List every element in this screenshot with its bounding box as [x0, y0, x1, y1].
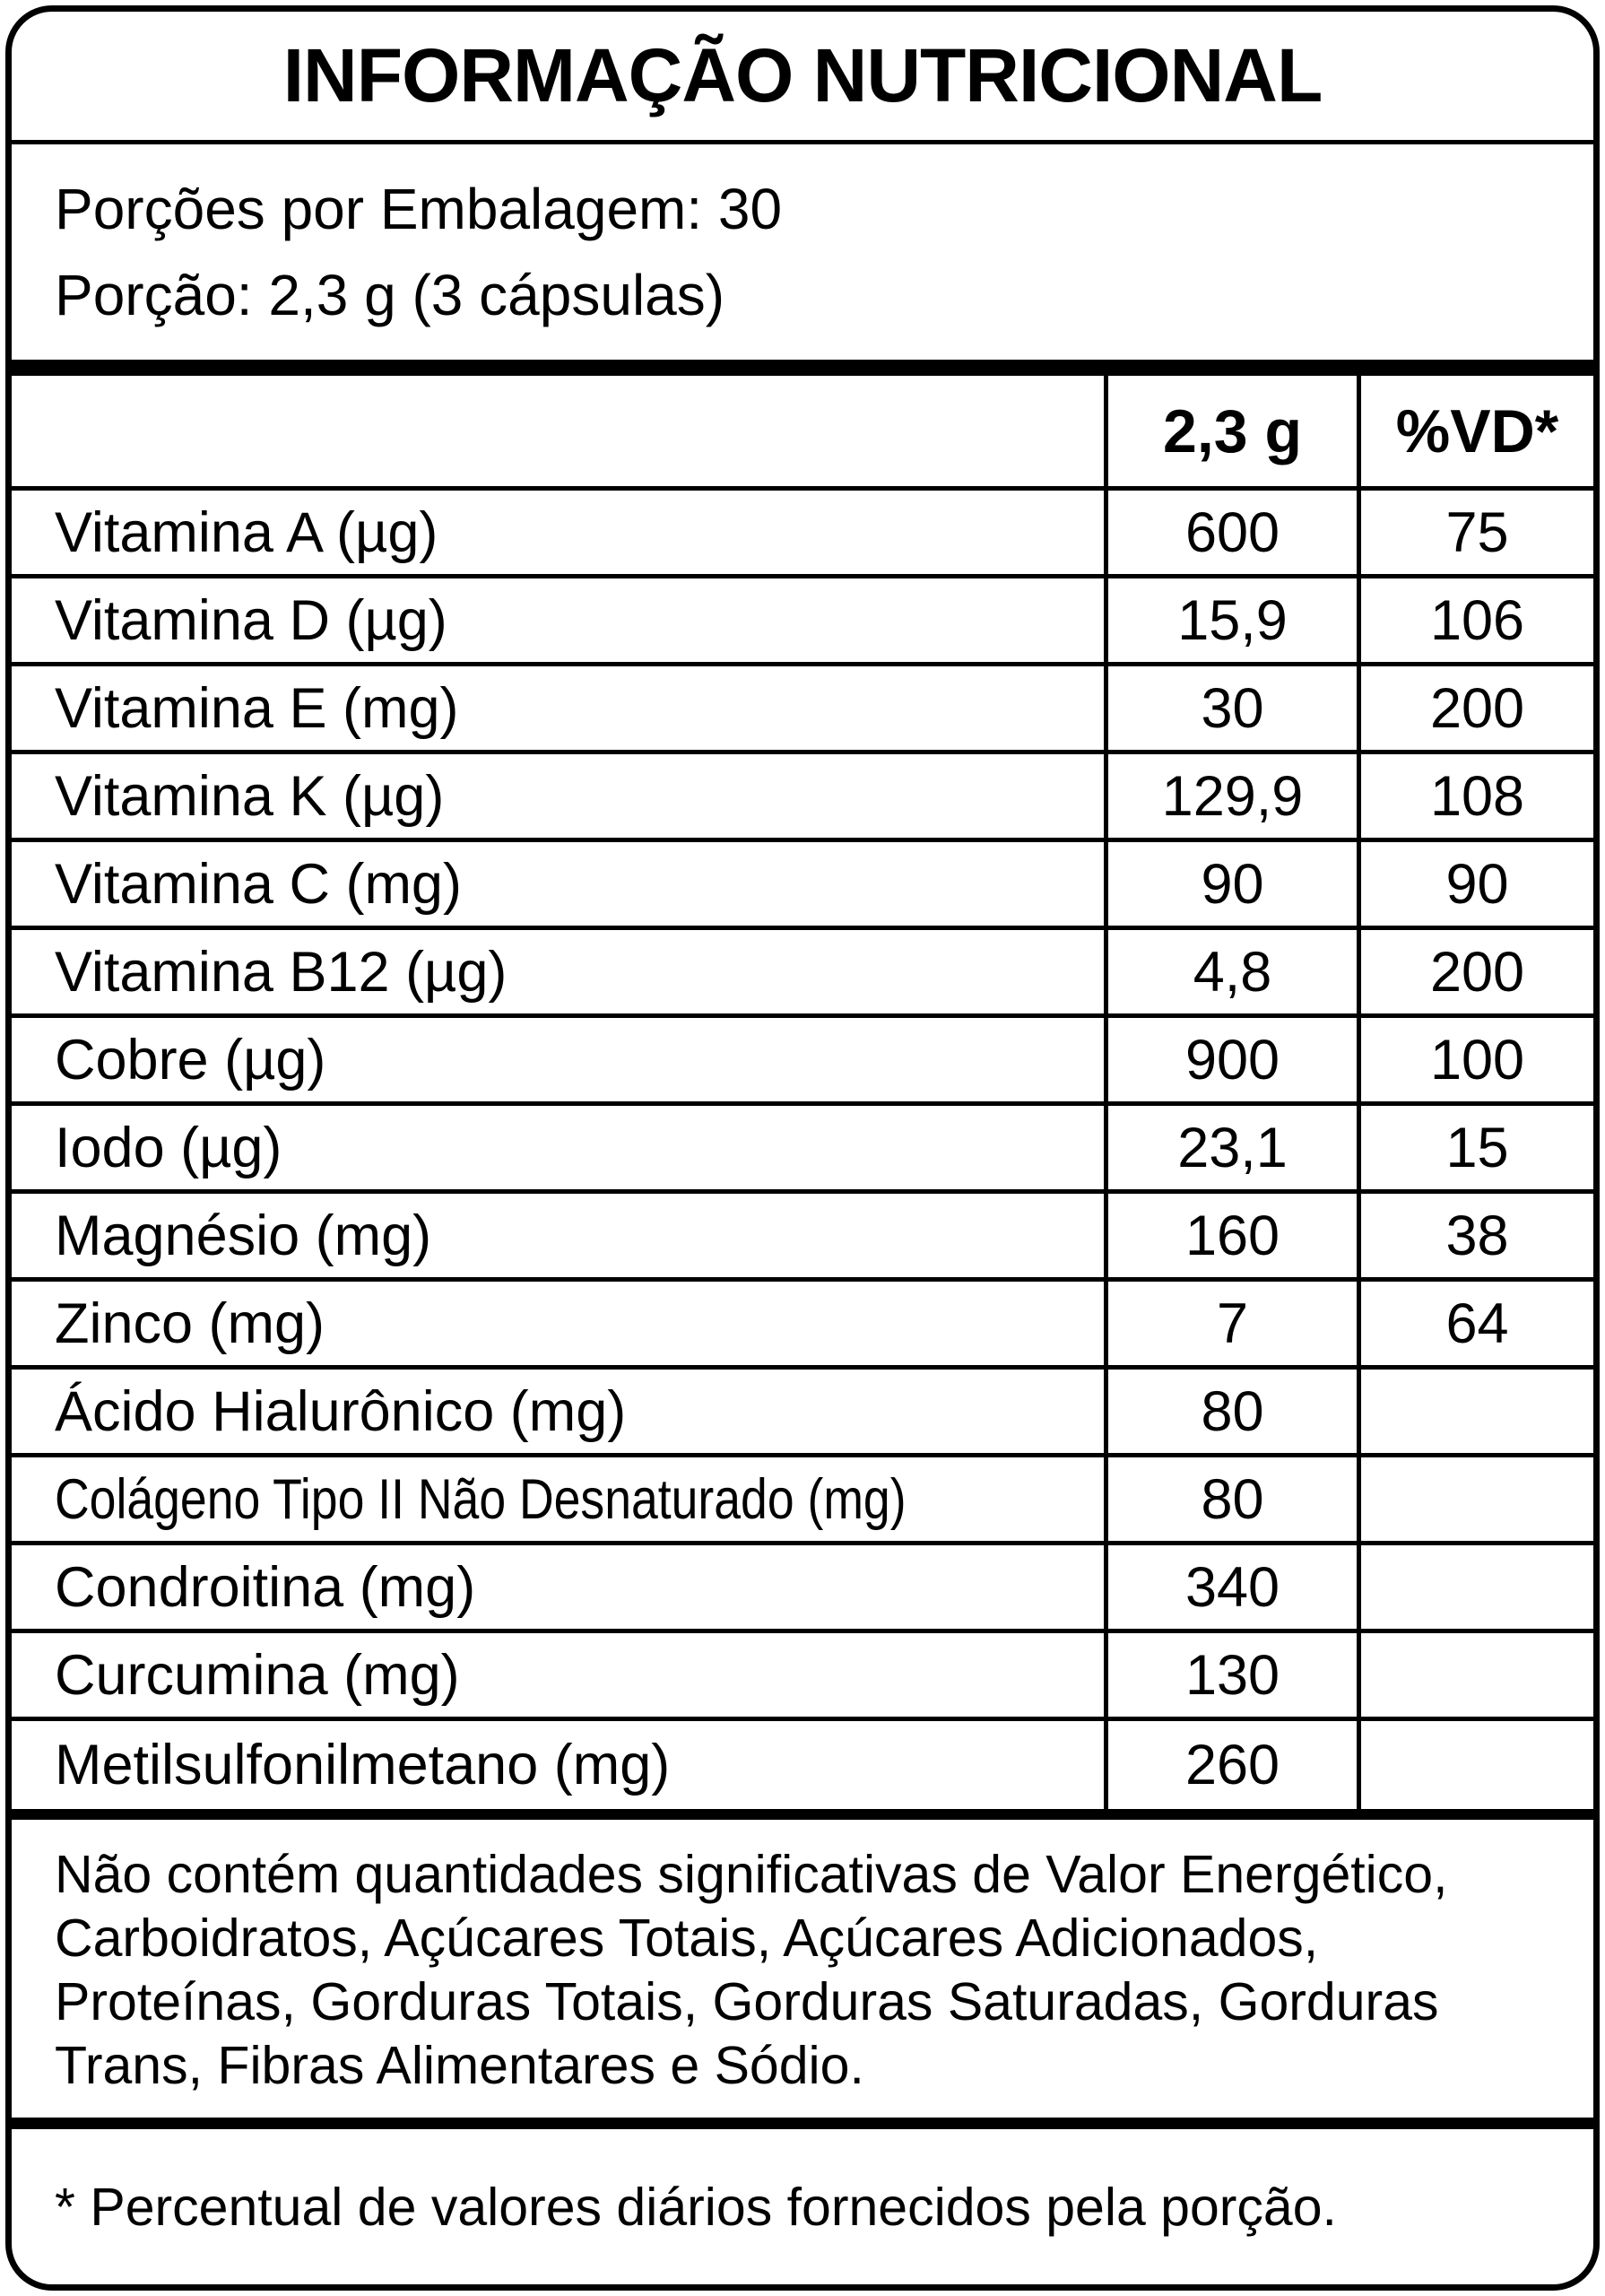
row-dv: 100 — [1357, 1018, 1593, 1101]
row-name: Vitamina D (µg) — [55, 588, 447, 652]
table-row: Condroitina (mg) 340 — [12, 1545, 1593, 1633]
row-name: Cobre (µg) — [55, 1028, 326, 1091]
row-name: Vitamina B12 (µg) — [55, 940, 508, 1004]
row-amount: 340 — [1104, 1545, 1357, 1629]
row-amount: 80 — [1104, 1370, 1357, 1453]
row-amount: 80 — [1104, 1457, 1357, 1541]
nutrient-table: 2,3 g %VD* Vitamina A (µg) 600 75 Vitami… — [12, 376, 1593, 1820]
daily-value-footnote: * Percentual de valores diários fornecid… — [55, 2177, 1337, 2237]
row-name: Ácido Hialurônico (mg) — [55, 1379, 627, 1443]
row-amount: 30 — [1104, 666, 1357, 750]
row-dv: 200 — [1357, 930, 1593, 1013]
table-row: Colágeno Tipo II Não Desnaturado (mg) 80 — [12, 1457, 1593, 1545]
row-name: Zinco (mg) — [55, 1292, 325, 1355]
row-dv: 200 — [1357, 666, 1593, 750]
nutrition-label: INFORMAÇÃO NUTRICIONAL Porções por Embal… — [5, 5, 1600, 2291]
row-dv: 108 — [1357, 754, 1593, 838]
label-header: INFORMAÇÃO NUTRICIONAL — [12, 12, 1593, 144]
row-name: Vitamina C (mg) — [55, 852, 462, 916]
row-name: Metilsulfonilmetano (mg) — [55, 1734, 671, 1796]
no-significant-amounts-text: Não contém quantidades significativas de… — [12, 1820, 1593, 2129]
table-row: Vitamina B12 (µg) 4,8 200 — [12, 930, 1593, 1018]
row-dv: 64 — [1357, 1282, 1593, 1365]
row-name: Iodo (µg) — [55, 1116, 282, 1179]
row-dv — [1357, 1633, 1593, 1717]
row-name: Vitamina E (mg) — [55, 676, 459, 740]
row-name: Magnésio (mg) — [55, 1204, 432, 1267]
table-row: Curcumina (mg) 130 — [12, 1633, 1593, 1721]
row-amount: 23,1 — [1104, 1106, 1357, 1189]
table-row: Cobre (µg) 900 100 — [12, 1018, 1593, 1106]
row-amount: 160 — [1104, 1194, 1357, 1277]
row-dv: 106 — [1357, 578, 1593, 662]
row-dv: 38 — [1357, 1194, 1593, 1277]
table-row: Ácido Hialurônico (mg) 80 — [12, 1370, 1593, 1457]
table-row: Iodo (µg) 23,1 15 — [12, 1106, 1593, 1194]
header-dv-cell: %VD* — [1357, 376, 1593, 486]
table-row: Metilsulfonilmetano (mg) 260 — [12, 1721, 1593, 1809]
row-amount: 129,9 — [1104, 754, 1357, 838]
row-dv: 90 — [1357, 842, 1593, 926]
table-row: Vitamina K (µg) 129,9 108 — [12, 754, 1593, 842]
row-name: Vitamina A (µg) — [55, 500, 438, 564]
table-row: Zinco (mg) 7 64 — [12, 1282, 1593, 1370]
table-row: Vitamina D (µg) 15,9 106 — [12, 578, 1593, 666]
row-amount: 600 — [1104, 491, 1357, 574]
serving-info: Porções por Embalagem: 30 Porção: 2,3 g … — [12, 144, 1593, 376]
row-amount: 15,9 — [1104, 578, 1357, 662]
row-dv: 75 — [1357, 491, 1593, 574]
header-amount-cell: 2,3 g — [1104, 376, 1357, 486]
servings-per-package: Porções por Embalagem: 30 — [55, 177, 783, 241]
row-dv — [1357, 1370, 1593, 1453]
row-dv — [1357, 1457, 1593, 1541]
row-dv — [1357, 1545, 1593, 1629]
row-dv: 15 — [1357, 1106, 1593, 1189]
row-amount: 900 — [1104, 1018, 1357, 1101]
row-name: Condroitina (mg) — [55, 1555, 476, 1619]
row-name: Colágeno Tipo II Não Desnaturado (mg) — [55, 1467, 907, 1531]
row-dv — [1357, 1721, 1593, 1809]
row-amount: 90 — [1104, 842, 1357, 926]
table-row: Vitamina E (mg) 30 200 — [12, 666, 1593, 754]
table-row: Vitamina C (mg) 90 90 — [12, 842, 1593, 930]
table-header-row: 2,3 g %VD* — [12, 376, 1593, 491]
row-amount: 4,8 — [1104, 930, 1357, 1013]
row-name: Vitamina K (µg) — [55, 764, 445, 828]
row-amount: 260 — [1104, 1721, 1357, 1809]
row-name: Curcumina (mg) — [55, 1643, 460, 1707]
row-amount: 130 — [1104, 1633, 1357, 1717]
table-row: Vitamina A (µg) 600 75 — [12, 491, 1593, 578]
table-row: Magnésio (mg) 160 38 — [12, 1194, 1593, 1282]
label-title: INFORMAÇÃO NUTRICIONAL — [282, 33, 1323, 117]
serving-size: Porção: 2,3 g (3 cápsulas) — [55, 263, 725, 327]
header-nutrient-cell — [12, 376, 1104, 486]
row-amount: 7 — [1104, 1282, 1357, 1365]
